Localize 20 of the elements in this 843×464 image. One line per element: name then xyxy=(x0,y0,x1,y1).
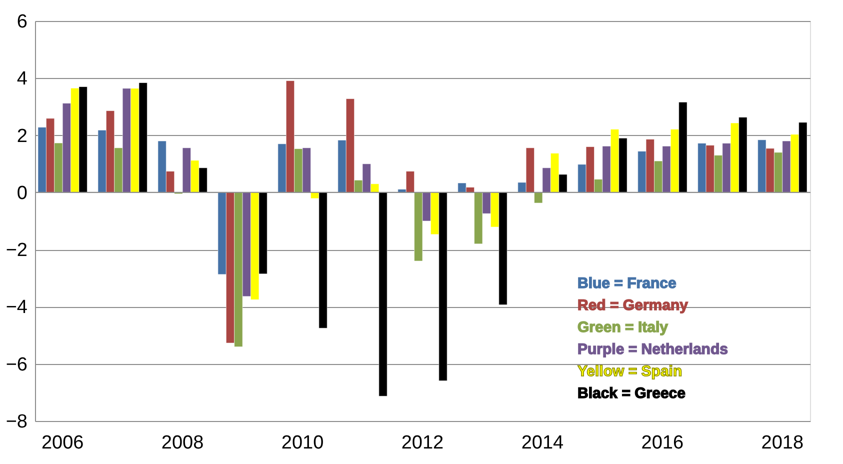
x-tick-label: 2012 xyxy=(401,432,444,454)
text: Purple = Netherlands xyxy=(578,341,728,358)
x-tick-label: 2014 xyxy=(521,432,564,454)
y-tick-label: 2 xyxy=(16,126,28,147)
x-tick-label: 2010 xyxy=(281,432,324,454)
y-tick-label: 6 xyxy=(16,12,28,32)
y-tick-label: 0 xyxy=(16,182,28,204)
x-tick-label: 2018 xyxy=(761,432,804,454)
y-tick-label: −4 xyxy=(6,297,28,318)
y-tick-label: −2 xyxy=(6,240,28,262)
text: Blue = France xyxy=(578,275,676,292)
x-tick-label: 2008 xyxy=(161,432,204,454)
y-tick-label: −6 xyxy=(6,354,28,376)
y-tick-label: 4 xyxy=(16,68,28,90)
text: Yellow = Spain xyxy=(578,363,682,380)
text: Green = Italy xyxy=(578,319,669,336)
text: Black = Greece xyxy=(578,385,686,402)
x-tick-label: 2016 xyxy=(641,432,684,454)
y-tick-label: −8 xyxy=(6,412,28,432)
x-tick-label: 2006 xyxy=(41,432,84,454)
